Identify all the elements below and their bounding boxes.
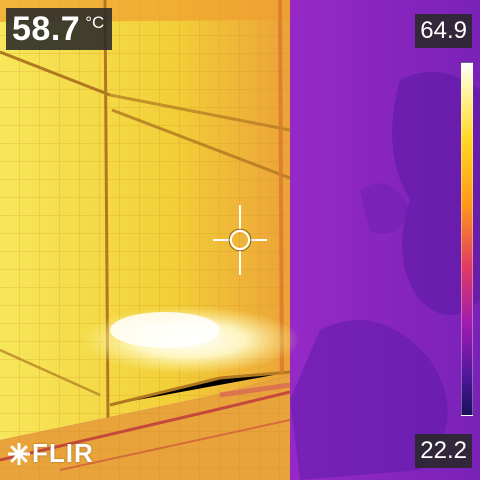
scale-min-label: 22.2: [415, 434, 472, 468]
scale-max-label: 64.9: [415, 14, 472, 48]
spot-temperature-value: 58.7: [12, 10, 81, 48]
flir-logo: FLIR: [8, 438, 94, 469]
sky-dark-patch: [360, 183, 410, 234]
crosshair-icon: [213, 205, 267, 275]
spot-temperature-readout: 58.7 °C: [6, 8, 113, 50]
brand-name: FLIR: [32, 438, 94, 468]
color-scale-bar: [461, 62, 473, 416]
crosshair-shadow: [228, 228, 252, 252]
sky-dark-patch: [392, 72, 480, 315]
temperature-unit: °C: [85, 13, 105, 32]
flir-logo-icon: [8, 442, 30, 465]
sky-dark-patch: [290, 320, 448, 480]
